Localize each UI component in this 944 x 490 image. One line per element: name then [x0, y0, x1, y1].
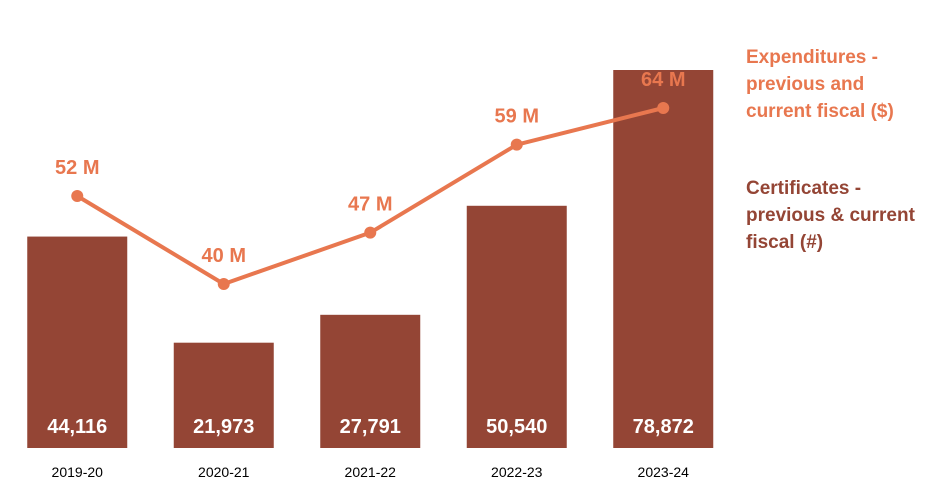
- line-value-labels: 52 M 40 M 47 M 59 M 64 M: [55, 69, 685, 267]
- line-label-2020-21: 40 M: [202, 245, 246, 267]
- x-tick-2019-20: 2019-20: [52, 464, 104, 480]
- x-axis-tick-labels: 2019-20 2020-21 2021-22 2022-23 2023-24: [52, 464, 690, 480]
- bar-label-2019-20: 44,116: [47, 416, 107, 438]
- line-point-2023-24: [657, 102, 670, 114]
- bar-2021-22: [320, 314, 421, 448]
- bar-2019-20: [27, 236, 128, 448]
- bar-label-2020-21: 21,973: [193, 416, 254, 438]
- bar-series: [27, 70, 714, 448]
- line-point-2019-20: [71, 190, 84, 202]
- bar-label-2023-24: 78,872: [633, 416, 694, 438]
- legend-expenditures: Expenditures - previous and current fisc…: [746, 47, 894, 122]
- bar-2022-23: [466, 205, 567, 448]
- legend-certificates: Certificates - previous & current fiscal…: [746, 178, 915, 253]
- bar-2023-24: [613, 70, 714, 448]
- bar-label-2021-22: 27,791: [340, 416, 401, 438]
- line-label-2022-23: 59 M: [495, 106, 539, 128]
- x-tick-2021-22: 2021-22: [345, 464, 397, 480]
- line-point-2020-21: [217, 278, 230, 290]
- line-label-2021-22: 47 M: [348, 194, 392, 216]
- bar-2020-21: [173, 342, 274, 448]
- line-series: [71, 102, 670, 290]
- x-tick-2020-21: 2020-21: [198, 464, 250, 480]
- bar-label-2022-23: 50,540: [486, 416, 547, 438]
- bar-value-labels: 44,116 21,973 27,791 50,540 78,872: [47, 416, 694, 438]
- x-tick-2023-24: 2023-24: [638, 464, 690, 480]
- line-label-2023-24: 64 M: [641, 69, 685, 91]
- line-point-2021-22: [364, 226, 377, 239]
- line-label-2019-20: 52 M: [55, 157, 99, 179]
- line-point-2022-23: [510, 138, 523, 151]
- x-tick-2022-23: 2022-23: [491, 464, 543, 480]
